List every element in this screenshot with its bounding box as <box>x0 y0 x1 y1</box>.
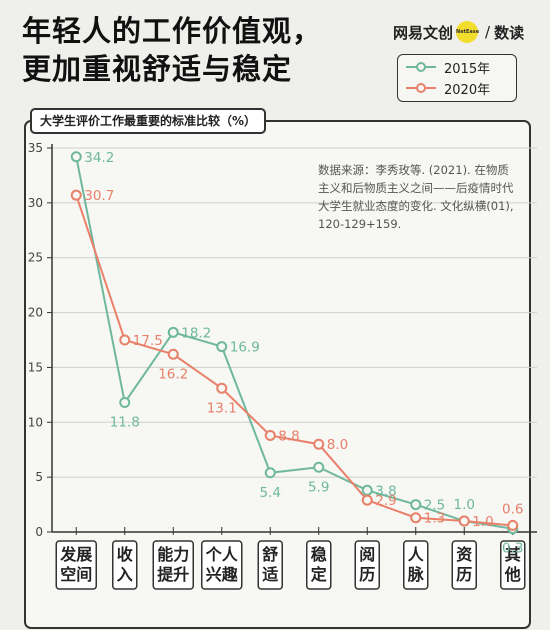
data-label: 16.2 <box>158 366 188 382</box>
data-label: 8.0 <box>327 437 348 453</box>
series-line-0 <box>75 156 513 530</box>
x-tick-label: 入 <box>117 565 133 584</box>
x-tick-label: 能力 <box>157 545 189 564</box>
data-point <box>216 382 228 394</box>
data-point <box>264 467 276 479</box>
data-label: 5.9 <box>308 479 329 495</box>
y-tick-label: 30 <box>28 196 43 210</box>
data-point <box>167 326 179 338</box>
data-point <box>70 151 82 163</box>
x-tick-label: 脉 <box>407 565 425 584</box>
title-line-2: 更加重视舒适与稳定 <box>22 52 293 86</box>
y-tick-label: 20 <box>28 306 43 320</box>
y-tick-label: 10 <box>28 415 43 429</box>
x-category-box <box>112 540 138 590</box>
source-note: 数据来源：李秀玫等. (2021). 在物质主义和后物质主义之间——后疫情时代大… <box>318 163 514 231</box>
data-point <box>264 429 276 441</box>
legend-label-2020: 2020年 <box>444 82 491 98</box>
x-category-box <box>306 540 332 590</box>
title-line-1: 年轻人的工作价值观， <box>22 14 323 48</box>
data-point <box>313 438 325 450</box>
data-label: 1.3 <box>424 511 445 527</box>
data-label: 2.9 <box>375 493 396 509</box>
y-tick-label: 5 <box>35 470 43 484</box>
brand-separator: / <box>485 23 491 41</box>
x-tick-label: 阅 <box>359 545 375 564</box>
data-point <box>410 512 422 524</box>
legend-swatch-2015-icon <box>406 62 436 72</box>
data-label: 2.5 <box>424 498 445 514</box>
data-label: 1.0 <box>454 497 475 513</box>
x-tick-label: 提升 <box>157 565 189 584</box>
data-point <box>507 519 519 531</box>
brand-badge: NetEase <box>456 21 479 43</box>
x-category-box <box>201 540 243 590</box>
data-point <box>216 341 228 353</box>
data-label: 34.2 <box>84 150 114 166</box>
data-label: 0.6 <box>502 501 523 517</box>
x-tick-label: 定 <box>310 565 327 584</box>
data-point <box>361 494 373 506</box>
legend-swatch-2020-icon <box>406 83 436 93</box>
data-point <box>167 348 179 360</box>
y-tick-label: 25 <box>28 251 43 265</box>
x-category-box <box>500 540 526 590</box>
y-tick-label: 35 <box>28 141 43 155</box>
data-label: 30.7 <box>84 188 114 204</box>
data-label: 11.8 <box>110 415 140 431</box>
chart-title: 大学生评价工作最重要的标准比较（%） <box>30 108 267 134</box>
x-tick-label: 收 <box>117 545 133 564</box>
x-tick-label: 资 <box>456 545 472 564</box>
x-tick-label: 稳 <box>311 545 327 564</box>
x-tick-label: 发展 <box>59 545 93 564</box>
brand-section: 数读 <box>494 23 525 42</box>
x-category-box <box>152 540 194 590</box>
data-label: 8.8 <box>278 428 299 444</box>
data-point <box>361 484 373 496</box>
x-tick-label: 个人 <box>205 545 239 564</box>
legend-item-2020: 2020年 <box>406 79 491 98</box>
data-point <box>119 334 131 346</box>
legend-item-2015: 2015年 <box>406 58 491 77</box>
data-point <box>458 515 470 527</box>
x-tick-label: 他 <box>504 565 521 584</box>
data-label: 5.4 <box>260 485 281 501</box>
data-label: 0.3 <box>502 541 523 557</box>
x-tick-label: 历 <box>456 565 472 584</box>
x-category-box <box>354 540 380 590</box>
x-tick-label: 空间 <box>60 565 92 584</box>
chart-legend: 2015年 2020年 <box>397 54 517 102</box>
data-point <box>119 397 131 409</box>
x-category-box <box>403 540 429 590</box>
x-tick-label: 兴趣 <box>206 565 239 584</box>
data-point <box>70 189 82 201</box>
page-title: 年轻人的工作价值观， 更加重视舒适与稳定 <box>22 12 322 88</box>
x-tick-label: 舒 <box>262 545 278 564</box>
x-category-box <box>257 540 283 590</box>
x-category-box <box>451 540 477 590</box>
x-tick-label: 适 <box>262 565 278 584</box>
x-category-box <box>55 540 97 590</box>
data-label: 3.8 <box>375 483 396 499</box>
y-tick-label: 15 <box>28 360 43 374</box>
data-point <box>410 499 422 511</box>
x-tick-label: 历 <box>359 565 375 584</box>
y-tick-label: 0 <box>35 525 43 539</box>
data-label: 13.1 <box>207 400 237 416</box>
data-label: 1.0 <box>472 514 493 530</box>
series-line-1 <box>75 194 513 527</box>
data-label: 17.5 <box>133 333 163 349</box>
brand-logo: 网易文创 NetEase / 数读 <box>393 20 524 44</box>
data-label: 16.9 <box>230 340 260 356</box>
x-tick-label: 其 <box>505 545 521 564</box>
x-tick-label: 人 <box>408 545 425 564</box>
brand-name: 网易文创 <box>393 23 454 42</box>
legend-label-2015: 2015年 <box>444 61 491 77</box>
data-point <box>313 461 325 473</box>
data-label: 18.2 <box>181 325 211 341</box>
